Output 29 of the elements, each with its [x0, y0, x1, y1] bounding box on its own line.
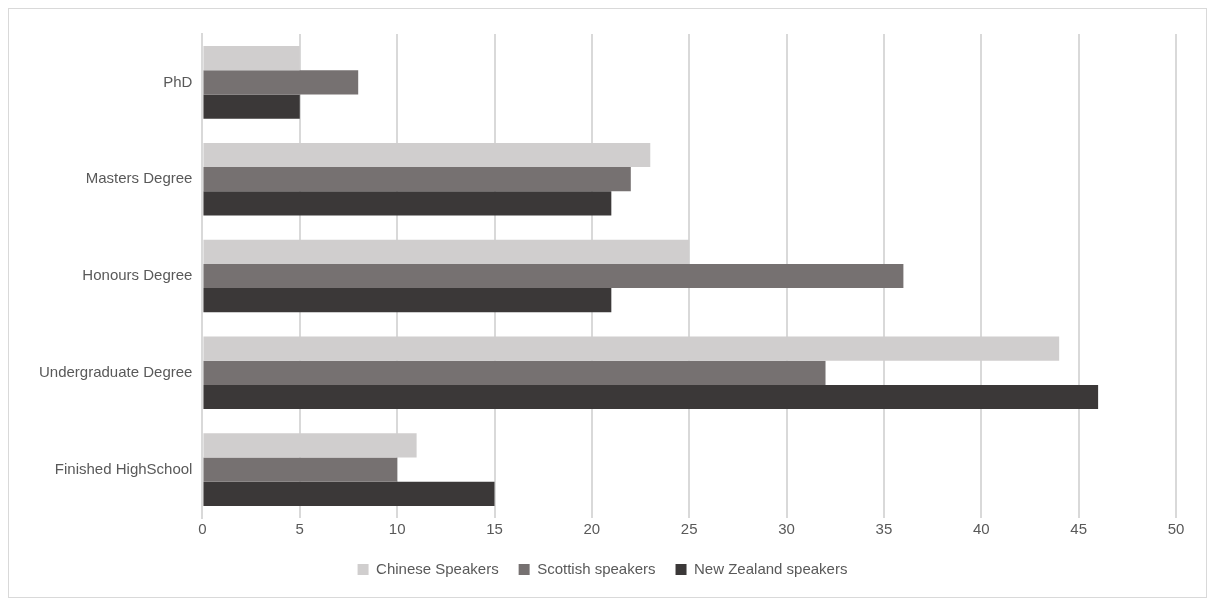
x-tick-label: 45 — [1070, 520, 1087, 538]
bar — [203, 457, 398, 482]
x-tick-label: 5 — [295, 520, 304, 538]
bar — [203, 94, 300, 119]
y-tick-label: Finished HighSchool — [54, 459, 193, 477]
x-tick-label: 35 — [875, 520, 893, 538]
bar — [203, 288, 612, 313]
x-tick-label: 30 — [778, 520, 795, 538]
x-tick-label: 50 — [1167, 520, 1185, 538]
x-tick-label: 20 — [583, 520, 601, 538]
y-tick-label: Honours Degree — [82, 266, 193, 284]
bar — [203, 167, 631, 192]
bar — [203, 360, 826, 385]
bar — [203, 263, 904, 289]
legend-label: New Zealand speakers — [694, 559, 848, 577]
x-tick-label: 10 — [388, 520, 406, 538]
bar — [203, 191, 612, 216]
y-tick-label: PhD — [163, 72, 193, 90]
x-tick-label: 15 — [486, 520, 503, 538]
x-tick-label: 40 — [972, 520, 990, 538]
bar — [203, 481, 495, 506]
legend-label: Chinese Speakers — [376, 559, 499, 577]
bar — [203, 70, 359, 95]
legend-label: Scottish speakers — [537, 559, 656, 577]
bar — [203, 384, 1099, 410]
y-tick-label: Masters Degree — [85, 169, 193, 187]
x-tick-label: 0 — [198, 520, 207, 538]
x-tick-label: 25 — [680, 520, 698, 538]
y-tick-label: Undergraduate Degree — [39, 362, 193, 380]
